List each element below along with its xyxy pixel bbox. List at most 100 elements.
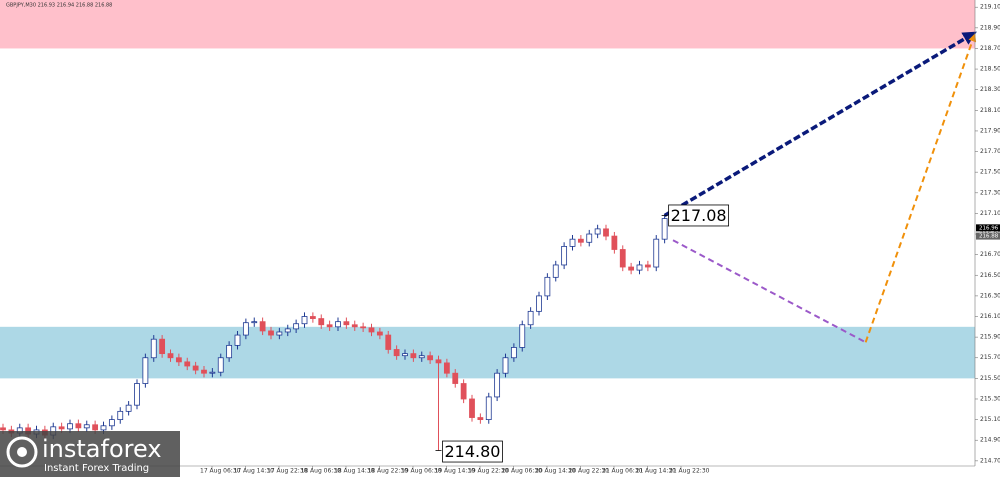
candle-body [251,321,258,324]
candle-body [427,355,434,361]
y-tick-label: 218.90 [980,24,1000,31]
x-tick-label: 20 Aug 06:30 [502,468,543,475]
annotation: 217.08 [671,206,727,225]
candle-body [167,353,174,359]
candle-body [234,334,241,346]
candle-body [318,318,325,326]
y-tick-label: 217.10 [980,210,1000,217]
logo: instaforex Instant Forex Trading [0,431,180,477]
x-tick-label: 20 Aug 22:30 [569,468,610,475]
candle-body [134,383,140,406]
x-tick-label: 18 Aug 14:30 [334,468,375,475]
candle-body [259,321,266,332]
candle-body [611,235,618,250]
y-tick-label: 217.30 [980,189,1000,196]
forecast-line [663,31,977,217]
candle-body [452,372,459,384]
candle-body [577,238,584,243]
x-tick-label: 20 Aug 14:30 [535,468,576,475]
zone [0,0,975,49]
candle-body [268,330,274,336]
y-tick-label: 216.10 [980,313,1000,320]
x-tick-label: 18 Aug 06:30 [301,468,342,475]
candle-body [150,338,157,359]
candle-body [75,423,82,429]
candle-body [217,357,224,373]
candles [0,215,668,451]
candle-body [175,357,182,363]
candle-body [494,372,501,398]
x-tick-label: 21 Aug 14:30 [636,468,677,475]
price-tag-label: 216.88 [979,234,999,240]
y-tick-label: 216.50 [980,272,1000,279]
y-tick-label: 218.30 [980,86,1000,93]
x-tick-label: 17 Aug 22:30 [267,468,308,475]
candle-body [242,322,249,336]
candle-body [418,355,425,359]
price-tag-label: 216.96 [979,225,999,231]
candle-body [226,344,233,359]
y-tick-label: 214.70 [980,457,1000,464]
y-tick-label: 218.50 [980,66,1000,73]
x-tick-label: 17 Aug 14:30 [234,468,275,475]
candle-body [435,359,442,364]
candle-body [335,321,341,328]
candle-body [159,338,166,355]
x-tick-label: 21 Aug 22:30 [669,468,710,475]
candle-body [619,249,626,268]
candle-body [552,264,559,278]
y-tick-label: 217.50 [980,169,1000,176]
y-tick-label: 215.50 [980,375,1000,382]
price-tag [976,224,1000,232]
candle-body [360,326,367,329]
candle-body [636,264,643,271]
candle-body [485,396,492,421]
candle-body [603,228,609,237]
candle-body [67,423,73,430]
candle-body [368,327,375,333]
candle-body [410,353,417,359]
candle-body [644,264,651,268]
annotation-box [668,204,730,227]
x-tick-label: 19 Aug 06:30 [401,468,442,475]
y-tick-label: 215.10 [980,416,1000,423]
candle-body [443,362,450,374]
candle-body [0,427,6,431]
annotation-box [442,440,503,463]
candle-body [351,324,358,328]
logo-icon [17,447,27,457]
candle-body [653,238,660,268]
x-tick-label: 19 Aug 14:30 [435,468,476,475]
y-tick-label: 215.90 [980,334,1000,341]
candle-body [569,238,576,247]
candle-body [276,331,283,336]
y-tick-label: 214.90 [980,437,1000,444]
candle-body [477,417,484,421]
x-tick-label: 19 Aug 22:30 [468,468,509,475]
y-tick-label: 219.10 [980,4,1000,11]
candle-body [460,383,467,400]
candle-body [301,316,308,325]
logo-tagline: Instant Forex Trading [44,463,149,474]
candle-body [469,398,475,418]
candle-body [284,328,291,333]
candle-body [100,425,107,431]
candle-body [544,276,551,297]
y-tick-label: 218.10 [980,107,1000,114]
zones [0,0,975,379]
candle-body [561,246,568,266]
y-tick-label: 217.70 [980,148,1000,155]
candle-body [376,331,383,336]
logo-icon [6,436,38,468]
candle-body [309,316,316,319]
candle-body [661,218,668,240]
candle-body [184,361,191,367]
y-tick-label: 217.90 [980,127,1000,134]
y-tick-label: 218.70 [980,45,1000,52]
candle-body [293,323,300,330]
candle-body [594,228,601,235]
logo-box [0,431,180,477]
x-tick-label: 17 Aug 06:30 [200,468,241,475]
